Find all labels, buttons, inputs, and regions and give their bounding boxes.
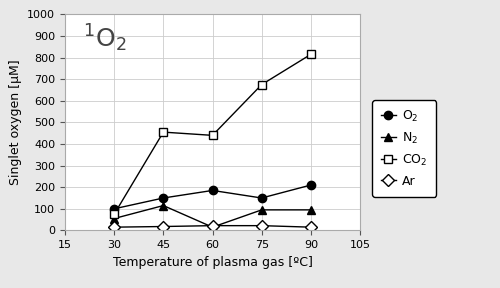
Y-axis label: Singlet oxygen [μM]: Singlet oxygen [μM]: [8, 60, 22, 185]
Text: $^1$O$_2$: $^1$O$_2$: [82, 23, 126, 54]
Legend: O$_2$, N$_2$, CO$_2$, Ar: O$_2$, N$_2$, CO$_2$, Ar: [372, 100, 436, 196]
X-axis label: Temperature of plasma gas [ºC]: Temperature of plasma gas [ºC]: [112, 256, 312, 269]
